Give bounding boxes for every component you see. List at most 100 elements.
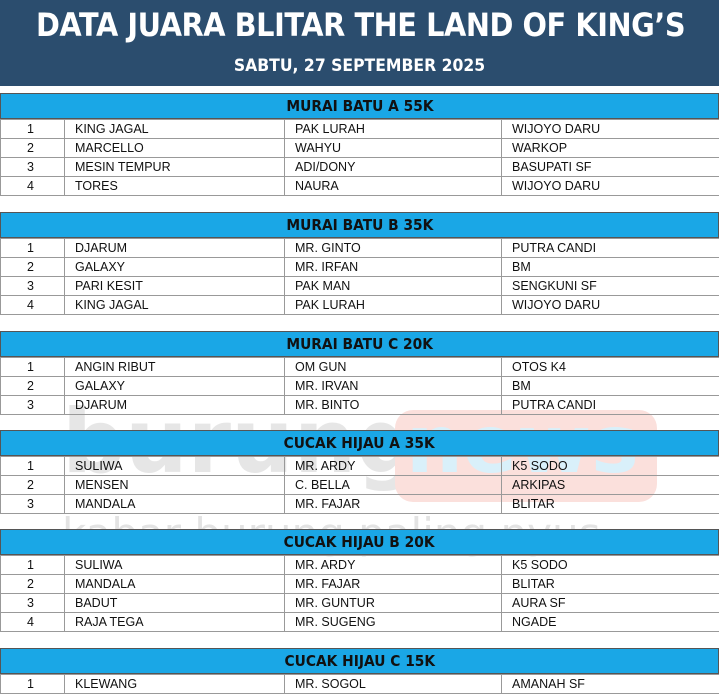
- category-section: CUCAK HIJAU B 20K 1 SULIWA MR. ARDY K5 SODO 2…: [0, 529, 719, 632]
- rank-cell: 3: [0, 494, 65, 514]
- owner-name-cell: MR. SUGENG: [284, 612, 502, 632]
- category-title-label: CUCAK HIJAU A 35K: [283, 434, 436, 452]
- bird-name-cell: MENSEN: [64, 475, 285, 495]
- category-title: MURAI BATU C 20K: [0, 331, 719, 357]
- category-title-label: CUCAK HIJAU B 20K: [284, 533, 435, 551]
- bird-name-cell: GALAXY: [64, 257, 285, 277]
- bird-name-cell: BADUT: [64, 593, 285, 613]
- rank-cell: 2: [0, 574, 65, 594]
- page-subtitle-date: SABTU, 27 SEPTEMBER 2025: [233, 56, 486, 76]
- category-section: CUCAK HIJAU A 35K 1 SULIWA MR. ARDY K5 SODO 2…: [0, 430, 719, 514]
- category-title: MURAI BATU B 35K: [0, 212, 719, 238]
- owner-name-cell: MR. GUNTUR: [284, 593, 502, 613]
- team-name-cell: PUTRA CANDI: [501, 238, 719, 258]
- rank-cell: 4: [0, 176, 65, 196]
- results-table: 1 DJARUM MR. GINTO PUTRA CANDI 2 GALAXY MR. IR…: [0, 238, 719, 315]
- results-table: 1 KLEWANG MR. SOGOL AMANAH SF: [0, 674, 719, 694]
- bird-name-cell: MANDALA: [64, 494, 285, 514]
- rank-cell: 3: [0, 395, 65, 415]
- table-row: 1 DJARUM MR. GINTO PUTRA CANDI: [0, 238, 719, 258]
- owner-name-cell: MR. ARDY: [284, 555, 502, 575]
- team-name-cell: WARKOP: [501, 138, 719, 158]
- table-row: 1 SULIWA MR. ARDY K5 SODO: [0, 456, 719, 476]
- team-name-cell: BLITAR: [501, 494, 719, 514]
- owner-name-cell: MR. ARDY: [284, 456, 502, 476]
- bird-name-cell: KING JAGAL: [64, 119, 285, 139]
- category-title: MURAI BATU A 55K: [0, 93, 719, 119]
- category-title-label: MURAI BATU A 55K: [285, 97, 434, 115]
- rank-cell: 1: [0, 456, 65, 476]
- table-row: 2 MANDALA MR. FAJAR BLITAR: [0, 574, 719, 594]
- team-name-cell: WIJOYO DARU: [501, 176, 719, 196]
- bird-name-cell: SULIWA: [64, 456, 285, 476]
- owner-name-cell: MR. GINTO: [284, 238, 502, 258]
- bird-name-cell: ANGIN RIBUT: [64, 357, 285, 377]
- owner-name-cell: MR. FAJAR: [284, 574, 502, 594]
- rank-cell: 4: [0, 612, 65, 632]
- category-section: MURAI BATU A 55K 1 KING JAGAL PAK LURAH WIJO…: [0, 93, 719, 196]
- bird-name-cell: SULIWA: [64, 555, 285, 575]
- page-title: DATA JUARA BLITAR THE LAND OF KING’S: [35, 6, 686, 44]
- bird-name-cell: GALAXY: [64, 376, 285, 396]
- owner-name-cell: MR. BINTO: [284, 395, 502, 415]
- table-row: 1 KING JAGAL PAK LURAH WIJOYO DARU: [0, 119, 719, 139]
- table-row: 2 MENSEN C. BELLA ARKIPAS: [0, 475, 719, 495]
- category-title-label: MURAI BATU C 20K: [286, 335, 433, 353]
- bird-name-cell: MESIN TEMPUR: [64, 157, 285, 177]
- team-name-cell: BM: [501, 257, 719, 277]
- rank-cell: 2: [0, 475, 65, 495]
- team-name-cell: OTOS K4: [501, 357, 719, 377]
- category-title: CUCAK HIJAU B 20K: [0, 529, 719, 555]
- header-banner: DATA JUARA BLITAR THE LAND OF KING’S SAB…: [0, 0, 719, 86]
- bird-name-cell: KLEWANG: [64, 674, 285, 694]
- results-table: 1 SULIWA MR. ARDY K5 SODO 2 MENSEN C. BELLA ARK…: [0, 456, 719, 514]
- table-row: 3 DJARUM MR. BINTO PUTRA CANDI: [0, 395, 719, 415]
- team-name-cell: AMANAH SF: [501, 674, 719, 694]
- table-row: 3 PARI KESIT PAK MAN SENGKUNI SF: [0, 276, 719, 296]
- rank-cell: 1: [0, 119, 65, 139]
- bird-name-cell: MARCELLO: [64, 138, 285, 158]
- category-title: CUCAK HIJAU C 15K: [0, 648, 719, 674]
- owner-name-cell: PAK LURAH: [284, 119, 502, 139]
- rank-cell: 1: [0, 555, 65, 575]
- owner-name-cell: OM GUN: [284, 357, 502, 377]
- team-name-cell: ARKIPAS: [501, 475, 719, 495]
- results-table: 1 KING JAGAL PAK LURAH WIJOYO DARU 2 MARCELLO…: [0, 119, 719, 196]
- table-row: 1 KLEWANG MR. SOGOL AMANAH SF: [0, 674, 719, 694]
- table-row: 2 GALAXY MR. IRFAN BM: [0, 257, 719, 277]
- owner-name-cell: MR. SOGOL: [284, 674, 502, 694]
- team-name-cell: BLITAR: [501, 574, 719, 594]
- rank-cell: 2: [0, 257, 65, 277]
- category-title: CUCAK HIJAU A 35K: [0, 430, 719, 456]
- category-section: MURAI BATU C 20K 1 ANGIN RIBUT OM GUN OTOS K…: [0, 331, 719, 415]
- team-name-cell: K5 SODO: [501, 555, 719, 575]
- category-title-label: CUCAK HIJAU C 15K: [284, 652, 435, 670]
- team-name-cell: K5 SODO: [501, 456, 719, 476]
- team-name-cell: NGADE: [501, 612, 719, 632]
- team-name-cell: WIJOYO DARU: [501, 119, 719, 139]
- results-table: 1 ANGIN RIBUT OM GUN OTOS K4 2 GALAXY MR. IRVA…: [0, 357, 719, 415]
- bird-name-cell: KING JAGAL: [64, 295, 285, 315]
- bird-name-cell: DJARUM: [64, 395, 285, 415]
- owner-name-cell: ADI/DONY: [284, 157, 502, 177]
- table-row: 4 KING JAGAL PAK LURAH WIJOYO DARU: [0, 295, 719, 315]
- owner-name-cell: WAHYU: [284, 138, 502, 158]
- rank-cell: 2: [0, 376, 65, 396]
- rank-cell: 3: [0, 276, 65, 296]
- rank-cell: 3: [0, 157, 65, 177]
- owner-name-cell: NAURA: [284, 176, 502, 196]
- category-section: MURAI BATU B 35K 1 DJARUM MR. GINTO PUTRA CA…: [0, 212, 719, 315]
- team-name-cell: AURA SF: [501, 593, 719, 613]
- bird-name-cell: DJARUM: [64, 238, 285, 258]
- bird-name-cell: RAJA TEGA: [64, 612, 285, 632]
- owner-name-cell: MR. FAJAR: [284, 494, 502, 514]
- table-row: 1 SULIWA MR. ARDY K5 SODO: [0, 555, 719, 575]
- table-row: 2 GALAXY MR. IRVAN BM: [0, 376, 719, 396]
- bird-name-cell: TORES: [64, 176, 285, 196]
- results-table: 1 SULIWA MR. ARDY K5 SODO 2 MANDALA MR. FAJAR B…: [0, 555, 719, 632]
- owner-name-cell: MR. IRFAN: [284, 257, 502, 277]
- table-row: 2 MARCELLO WAHYU WARKOP: [0, 138, 719, 158]
- table-row: 4 RAJA TEGA MR. SUGENG NGADE: [0, 612, 719, 632]
- table-row: 4 TORES NAURA WIJOYO DARU: [0, 176, 719, 196]
- team-name-cell: WIJOYO DARU: [501, 295, 719, 315]
